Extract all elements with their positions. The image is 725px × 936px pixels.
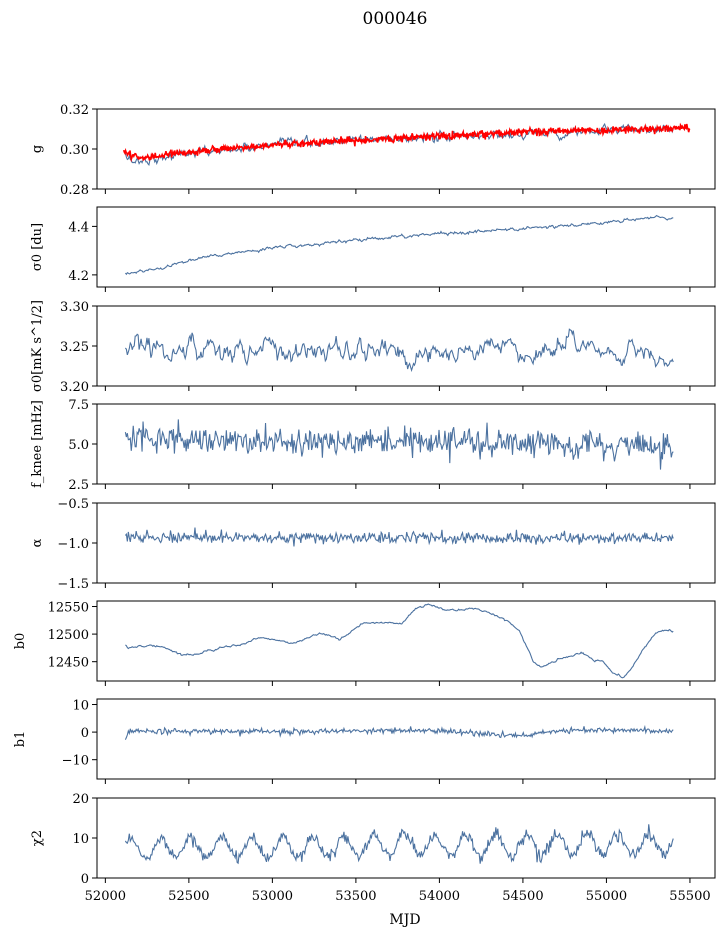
x-tick-label: 54000 [419, 889, 460, 904]
y-tick-label: 10 [72, 699, 89, 714]
y-tick-label: 0 [81, 872, 89, 887]
subplot-3: 3.20 3.25 3.30 σ0[mK s^1/2] [30, 300, 716, 395]
y-tick-label: 4.2 [68, 269, 89, 284]
x-axis-label: MJD [389, 912, 420, 928]
y-tick-label: 0.30 [60, 143, 89, 158]
figure-title: 000046 [363, 9, 428, 29]
data-series-line [124, 419, 674, 470]
subplot-5: −1.5 −1.0 −0.5 α [30, 497, 716, 592]
data-series-line [124, 328, 674, 373]
data-series-line [125, 603, 674, 679]
y-axis-label: g [30, 145, 45, 153]
y-axis-label: σ0[mK s^1/2] [30, 300, 45, 392]
plot-frame [96, 698, 716, 780]
y-tick-label: 12550 [48, 601, 89, 616]
y-tick-label: 0 [81, 726, 89, 741]
x-tick-label: 55000 [586, 889, 627, 904]
data-series-line [124, 527, 674, 547]
y-axis-label: f_knee [mHz] [30, 400, 45, 488]
y-tick-label: 5.0 [68, 438, 89, 453]
y-tick-label: 3.20 [60, 380, 89, 395]
subplot-7: −10 0 10 b1 [13, 698, 716, 784]
y-axis-label: b0 [13, 633, 28, 650]
y-tick-label: −1.5 [57, 577, 89, 592]
x-tick-label: 53500 [335, 889, 376, 904]
y-axis-label: χ2 [30, 830, 45, 846]
subplot-6: 12450 12500 12550 b0 [13, 600, 716, 686]
data-series-line [124, 214, 674, 276]
y-tick-label: −0.5 [57, 497, 89, 512]
plot-frame [96, 108, 716, 190]
y-tick-label: 12500 [48, 628, 89, 643]
data-series-line [124, 724, 674, 740]
y-tick-label: −1.0 [57, 537, 89, 552]
x-tick-label: 53000 [252, 889, 293, 904]
plot-frame [96, 600, 716, 682]
subplot-4: 2.5 5.0 7.5 f_knee [mHz] [30, 398, 716, 493]
overlay-series-line [122, 122, 691, 163]
plot-frame [96, 206, 716, 288]
y-tick-label: 2.5 [68, 478, 89, 493]
y-tick-label: −10 [62, 754, 89, 769]
x-tick-label: 55500 [669, 889, 710, 904]
subplot-1: 0.28 0.30 0.32 g [30, 103, 716, 198]
y-tick-label: 0.32 [60, 103, 89, 118]
x-axis: 52000 52500 53000 53500 54000 54500 55000 55500 [85, 889, 711, 904]
y-tick-label: 20 [72, 792, 89, 807]
y-tick-label: 0.28 [60, 183, 89, 198]
y-axis-label: b1 [13, 731, 28, 748]
y-tick-label: 4.4 [68, 220, 89, 235]
y-tick-label: 12450 [48, 656, 89, 671]
y-tick-label: 3.25 [60, 340, 89, 355]
y-axis-label: α [30, 538, 45, 547]
y-tick-label: 3.30 [60, 300, 89, 315]
y-tick-label: 7.5 [68, 398, 89, 413]
subplot-2: 4.2 4.4 σ0 [du] [30, 206, 716, 292]
plot-frame [96, 305, 716, 387]
subplot-8: 0 10 20 χ2 [30, 792, 716, 887]
y-tick-label: 10 [72, 832, 89, 847]
x-tick-label: 52500 [168, 889, 209, 904]
x-tick-label: 52000 [85, 889, 126, 904]
y-axis-label: σ0 [du] [30, 223, 45, 271]
subplot-stack: 0.28 0.30 0.32 g 4.2 4.4 σ0 [du] 3.20 3.25 3.30 σ0… [13, 103, 716, 887]
x-tick-label: 54500 [502, 889, 543, 904]
data-series-line [124, 824, 674, 865]
